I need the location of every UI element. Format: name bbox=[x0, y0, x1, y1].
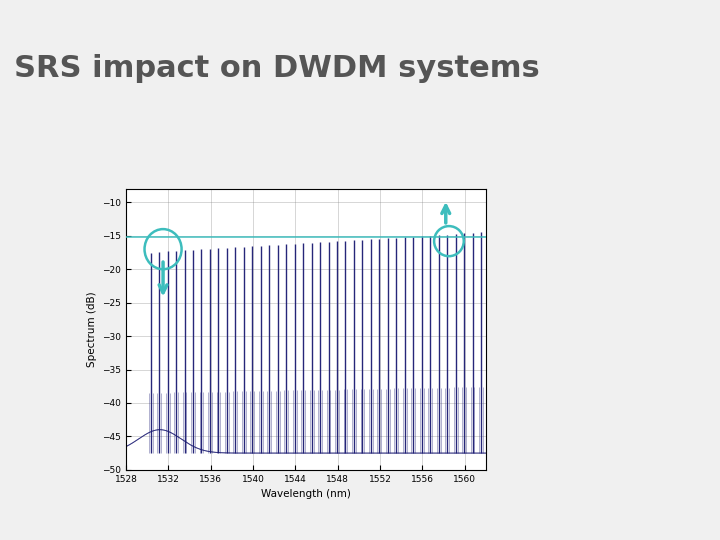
X-axis label: Wavelength (nm): Wavelength (nm) bbox=[261, 489, 351, 499]
Text: SRS impact on DWDM systems: SRS impact on DWDM systems bbox=[14, 54, 540, 83]
Y-axis label: Spectrum (dB): Spectrum (dB) bbox=[86, 292, 96, 367]
